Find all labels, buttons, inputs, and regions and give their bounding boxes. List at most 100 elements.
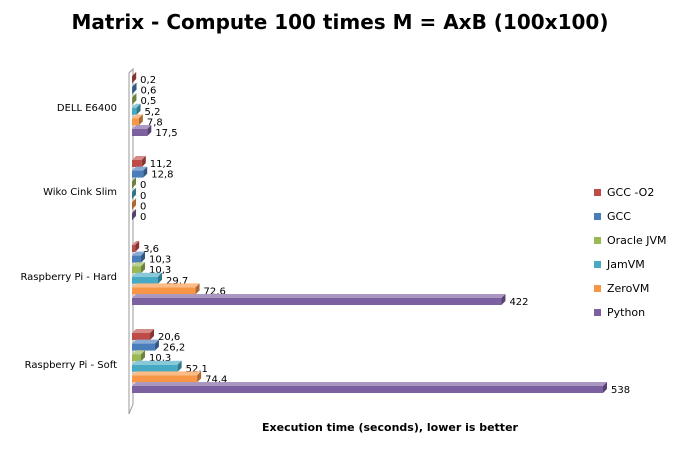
bar-top bbox=[132, 114, 143, 119]
bar-top bbox=[132, 251, 146, 256]
data-label: 10,3 bbox=[149, 255, 171, 266]
bar-end bbox=[132, 82, 137, 94]
data-label: 74,4 bbox=[205, 374, 227, 385]
legend-item: Oracle JVM bbox=[594, 228, 680, 252]
bar-end bbox=[132, 93, 137, 105]
bar-top bbox=[132, 241, 140, 245]
bar bbox=[132, 118, 139, 126]
data-label: 0 bbox=[140, 180, 146, 191]
data-label: 0,2 bbox=[140, 75, 156, 86]
bar-top bbox=[132, 350, 146, 355]
data-label: 0,5 bbox=[140, 96, 156, 107]
bar bbox=[132, 333, 151, 340]
bar-end bbox=[501, 294, 506, 305]
axis-wall bbox=[128, 67, 134, 415]
legend-item: GCC -O2 bbox=[594, 180, 680, 204]
data-label: 7,8 bbox=[147, 117, 163, 128]
bar-end bbox=[132, 72, 137, 83]
legend: GCC -O2 GCC Oracle JVM JamVM ZeroVM Python bbox=[594, 180, 680, 324]
legend-label: ZeroVM bbox=[607, 281, 650, 295]
bar-top bbox=[132, 125, 152, 129]
bar-top bbox=[132, 329, 155, 333]
bar-end bbox=[143, 166, 148, 178]
legend-item: GCC bbox=[594, 204, 680, 228]
data-label: 0 bbox=[140, 201, 146, 212]
bar bbox=[132, 276, 159, 284]
data-label: 17,5 bbox=[155, 128, 177, 139]
bar bbox=[132, 160, 142, 167]
data-label: 20,6 bbox=[158, 332, 180, 343]
bar-top bbox=[132, 294, 506, 298]
legend-item: ZeroVM bbox=[594, 276, 680, 300]
bar bbox=[132, 170, 144, 178]
bar-top bbox=[132, 339, 159, 344]
bar-end bbox=[141, 262, 146, 274]
bar-end bbox=[135, 241, 140, 252]
legend-swatch bbox=[594, 188, 601, 196]
legend-label: Python bbox=[607, 305, 646, 319]
data-label: 10,3 bbox=[149, 265, 171, 276]
legend-item: Python bbox=[594, 300, 680, 324]
data-label: 3,6 bbox=[143, 244, 159, 255]
bar-end bbox=[141, 251, 146, 263]
data-label: 26,2 bbox=[163, 343, 185, 354]
data-label: 0 bbox=[140, 191, 146, 202]
legend-label: GCC bbox=[607, 209, 631, 223]
bar-end bbox=[158, 272, 163, 284]
chart-title: Matrix - Compute 100 times M = AxB (100x… bbox=[71, 10, 609, 34]
bar bbox=[132, 298, 502, 305]
bar-end bbox=[150, 329, 155, 340]
bar-end bbox=[195, 283, 200, 295]
data-label: 5,2 bbox=[145, 107, 161, 118]
bar bbox=[132, 266, 142, 274]
bar bbox=[132, 129, 148, 136]
bar bbox=[132, 364, 178, 372]
bar-end bbox=[138, 114, 143, 126]
bar-end bbox=[132, 177, 136, 189]
bar-top bbox=[132, 156, 146, 160]
data-label: 11,2 bbox=[150, 159, 172, 170]
bar bbox=[132, 245, 136, 252]
data-label: 12,8 bbox=[151, 170, 173, 181]
x-axis-title: Execution time (seconds), lower is bette… bbox=[262, 421, 518, 434]
bar bbox=[132, 386, 603, 393]
bar bbox=[132, 255, 142, 263]
bar-top bbox=[132, 103, 141, 108]
bar-top bbox=[132, 72, 137, 76]
bar bbox=[132, 86, 133, 94]
bar-top bbox=[132, 371, 202, 376]
bar bbox=[132, 354, 142, 362]
legend-swatch bbox=[594, 212, 601, 220]
legend-label: JamVM bbox=[607, 257, 645, 271]
bar bbox=[132, 107, 137, 115]
data-label: 72,6 bbox=[204, 286, 226, 297]
bar-end bbox=[141, 156, 146, 167]
legend-swatch bbox=[594, 260, 601, 268]
data-label: 422 bbox=[509, 297, 528, 308]
bar-end bbox=[132, 187, 136, 199]
bar-end bbox=[147, 125, 152, 136]
bar bbox=[132, 287, 196, 295]
bar-end bbox=[154, 339, 159, 351]
bar bbox=[132, 343, 155, 351]
bar-top bbox=[132, 272, 163, 277]
bar-end bbox=[132, 198, 136, 210]
bar-top bbox=[132, 82, 137, 87]
category-label: Raspberry Pi - Hard bbox=[20, 272, 117, 283]
bar-end bbox=[197, 371, 202, 383]
data-label: 538 bbox=[611, 385, 630, 396]
bar-end bbox=[132, 209, 136, 220]
bar-top bbox=[132, 360, 182, 365]
bar-end bbox=[603, 382, 607, 393]
legend-label: GCC -O2 bbox=[607, 185, 655, 199]
data-label: 0 bbox=[140, 212, 146, 223]
category-label: Raspberry Pi - Soft bbox=[25, 360, 117, 371]
legend-item: JamVM bbox=[594, 252, 680, 276]
bar-top bbox=[132, 262, 146, 267]
bar-top bbox=[132, 166, 148, 171]
data-label: 0,6 bbox=[141, 86, 157, 97]
data-label: 29,7 bbox=[166, 276, 188, 287]
bar-end bbox=[177, 360, 182, 372]
